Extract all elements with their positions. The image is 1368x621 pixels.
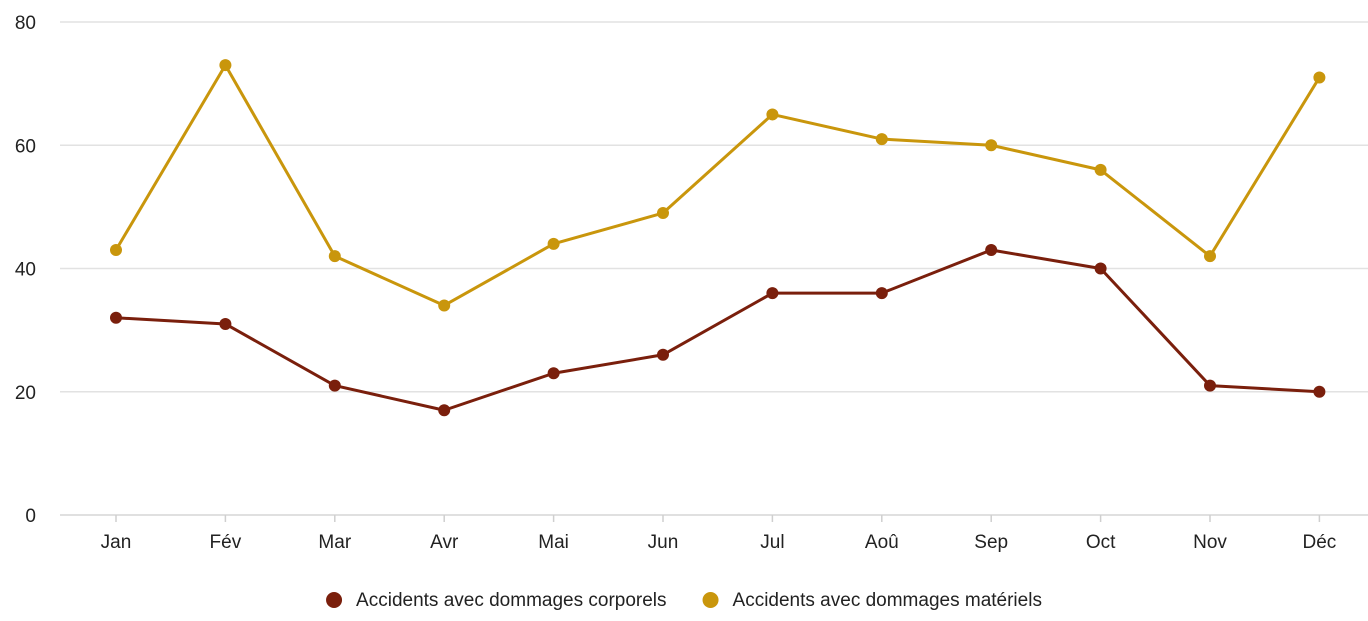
data-point[interactable] [985, 244, 998, 257]
data-point[interactable] [438, 404, 451, 417]
x-tick-label: Sep [974, 532, 1008, 553]
x-tick-label: Aoû [865, 532, 899, 553]
data-point[interactable] [657, 348, 669, 361]
x-tick-label: Mar [318, 532, 351, 553]
series-line [114, 63, 1321, 307]
legend-item[interactable]: Accidents avec dommages corporels [326, 590, 667, 611]
legend-marker [702, 592, 719, 608]
gridlines [60, 21, 1368, 516]
x-tick-label: Jul [760, 532, 784, 553]
y-tick-label: 40 [15, 260, 36, 281]
x-axis-ticks: Jan Fév Mar Avr Mai Jun Jul Aoû Sep Oct Nov Déc [101, 515, 1337, 553]
x-tick-label: Déc [1303, 532, 1337, 553]
data-point[interactable] [1204, 250, 1216, 263]
data-point[interactable] [1204, 379, 1216, 392]
y-tick-label: 20 [15, 383, 36, 404]
x-tick-label: Oct [1086, 532, 1116, 553]
series-group [110, 59, 1326, 417]
x-tick-label: Avr [430, 532, 459, 553]
data-point[interactable] [110, 311, 122, 324]
x-tick-label: Fév [210, 532, 242, 553]
y-tick-label: 0 [25, 506, 36, 527]
data-point[interactable] [875, 287, 888, 300]
x-tick-label: Jan [101, 532, 132, 553]
data-point[interactable] [1094, 262, 1107, 275]
data-point[interactable] [219, 59, 232, 72]
data-point[interactable] [438, 299, 451, 312]
data-point[interactable] [110, 244, 122, 257]
data-point[interactable] [766, 287, 779, 300]
data-point[interactable] [328, 379, 341, 392]
data-point[interactable] [875, 133, 888, 146]
data-point[interactable] [766, 108, 779, 121]
data-point[interactable] [547, 237, 560, 250]
y-axis-ticks: 0 20 40 60 80 [15, 13, 36, 527]
legend-item[interactable]: Accidents avec dommages matériels [702, 590, 1042, 611]
data-point[interactable] [657, 207, 669, 220]
data-point[interactable] [219, 317, 232, 330]
x-tick-label: Mai [538, 532, 569, 553]
x-tick-label: Nov [1193, 532, 1227, 553]
data-point[interactable] [1313, 71, 1326, 84]
legend-marker [326, 592, 343, 608]
series-2 [110, 59, 1326, 312]
legend-label: Accidents avec dommages corporels [356, 590, 666, 611]
legend: Accidents avec dommages corporels Acciden… [326, 590, 1042, 611]
x-tick-label: Jun [648, 532, 679, 553]
data-point[interactable] [547, 367, 560, 380]
legend-label: Accidents avec dommages matériels [733, 590, 1042, 611]
y-tick-label: 80 [15, 13, 36, 34]
data-point[interactable] [328, 250, 341, 263]
data-point[interactable] [1094, 163, 1107, 176]
series-1 [110, 244, 1326, 417]
data-point[interactable] [985, 139, 998, 152]
data-point[interactable] [1313, 385, 1326, 398]
series-line [114, 248, 1321, 412]
y-tick-label: 60 [15, 136, 36, 157]
